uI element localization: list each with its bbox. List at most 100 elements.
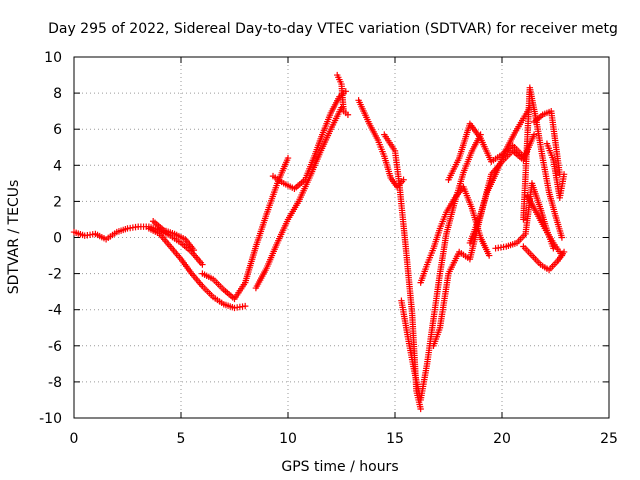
data-point-trail xyxy=(335,74,344,86)
data-point-trail xyxy=(271,174,285,186)
data-point-trail xyxy=(183,237,196,252)
data-point-trail xyxy=(94,231,108,242)
data-point-trail xyxy=(430,272,443,320)
data-point-trail xyxy=(233,303,246,311)
y-tick-label: 0 xyxy=(53,231,62,247)
data-point-trail xyxy=(446,157,462,181)
data-point-trail xyxy=(511,144,525,158)
data-point-trail xyxy=(293,178,307,191)
data-point-trail xyxy=(539,262,551,272)
data-point-trail xyxy=(446,250,462,275)
data-point-trail xyxy=(396,182,409,248)
series-track-17 xyxy=(520,243,568,274)
data-point-trail xyxy=(382,133,397,153)
y-tick-label: -10 xyxy=(39,411,62,427)
data-point-trail xyxy=(437,272,452,329)
data-point-trail xyxy=(461,149,475,174)
data-point-trail xyxy=(179,257,194,275)
data-point-trail xyxy=(552,214,565,239)
data-point-trail xyxy=(367,122,381,142)
data-point-trail xyxy=(212,295,225,307)
data-point-trail xyxy=(544,142,556,161)
data-point-trail xyxy=(328,95,342,115)
data-point-trail xyxy=(84,231,96,239)
data-point-trail xyxy=(402,245,416,315)
data-point-trail xyxy=(431,326,443,347)
data-point-trail xyxy=(201,271,215,282)
data-point-trail xyxy=(418,263,430,284)
data-point xyxy=(550,245,557,252)
data-point-trail xyxy=(356,99,372,125)
data-point-trail xyxy=(424,317,437,365)
y-tick-label: -4 xyxy=(48,303,62,319)
x-tick-label: 5 xyxy=(177,431,186,447)
y-tick-label: 2 xyxy=(53,194,62,210)
data-point-trail xyxy=(115,225,129,235)
series-track-6 xyxy=(269,88,349,192)
data-point-trail xyxy=(242,245,259,284)
data-point-trail xyxy=(530,254,543,266)
data-point-trail xyxy=(307,151,323,180)
data-point-trail xyxy=(511,149,525,162)
data-point-trail xyxy=(137,223,150,230)
x-tick-label: 25 xyxy=(600,431,618,447)
data-point-trail xyxy=(311,133,325,160)
data-point-trail xyxy=(532,113,545,124)
data-point xyxy=(190,246,198,254)
data-point-trail xyxy=(515,232,528,245)
data-point-trail xyxy=(520,86,533,221)
y-tick-label: 10 xyxy=(44,50,62,66)
data-point-trail xyxy=(529,182,544,210)
data-point-trail xyxy=(328,106,344,131)
data-point-trail xyxy=(168,245,183,261)
data-points xyxy=(70,71,568,413)
data-point-trail xyxy=(493,147,509,176)
chart-title: Day 295 of 2022, Sidereal Day-to-day VTE… xyxy=(48,21,618,37)
series-track-10 xyxy=(398,131,484,404)
data-point-trail xyxy=(211,277,226,292)
data-point-trail xyxy=(534,211,547,230)
data-point xyxy=(284,154,292,162)
x-tick-label: 0 xyxy=(70,431,79,447)
data-point-trail xyxy=(505,240,519,250)
data-point-trail xyxy=(417,362,430,401)
data-point-trail xyxy=(126,223,139,232)
y-tick-label: 6 xyxy=(53,122,62,138)
x-tick-label: 20 xyxy=(493,431,511,447)
y-tick-label: -8 xyxy=(48,375,62,391)
data-point xyxy=(558,252,566,259)
data-point-trail xyxy=(490,152,504,164)
series-track-15 xyxy=(492,180,557,252)
data-point-trail xyxy=(375,139,387,158)
data-point-trail xyxy=(478,191,490,216)
y-tick-label: -2 xyxy=(48,267,62,283)
data-point-trail xyxy=(437,211,449,230)
data-point-trail xyxy=(222,301,236,311)
data-point-trail xyxy=(338,83,347,113)
data-point-trail xyxy=(458,250,471,261)
data-point-trail xyxy=(424,247,436,266)
data-point-trail xyxy=(282,181,296,191)
series-track-3 xyxy=(149,218,198,254)
data-point xyxy=(485,252,493,259)
data-point-trail xyxy=(405,335,418,372)
data-point-trail xyxy=(551,241,564,257)
data-point-trail xyxy=(478,236,492,257)
series-track-20 xyxy=(530,107,563,178)
data-point-trail xyxy=(317,128,334,154)
data-point-trail xyxy=(539,157,552,194)
data-point xyxy=(344,111,352,118)
data-point-trail xyxy=(264,182,280,216)
data-point-trail xyxy=(302,157,317,181)
data-point-trail xyxy=(381,155,394,179)
data-point-trail xyxy=(319,111,334,136)
data-point-trail xyxy=(542,227,556,245)
axis-ticks: 0 5 10 15 20 25 -10 -8 -6 -4 -2 0 2 4 6 8 10 xyxy=(39,50,618,447)
data-point-trail xyxy=(431,227,443,250)
y-tick-label: -6 xyxy=(48,339,62,355)
data-point xyxy=(530,131,538,138)
data-point-trail xyxy=(478,137,494,163)
data-point-trail xyxy=(548,110,563,176)
data-point-trail xyxy=(527,86,540,122)
